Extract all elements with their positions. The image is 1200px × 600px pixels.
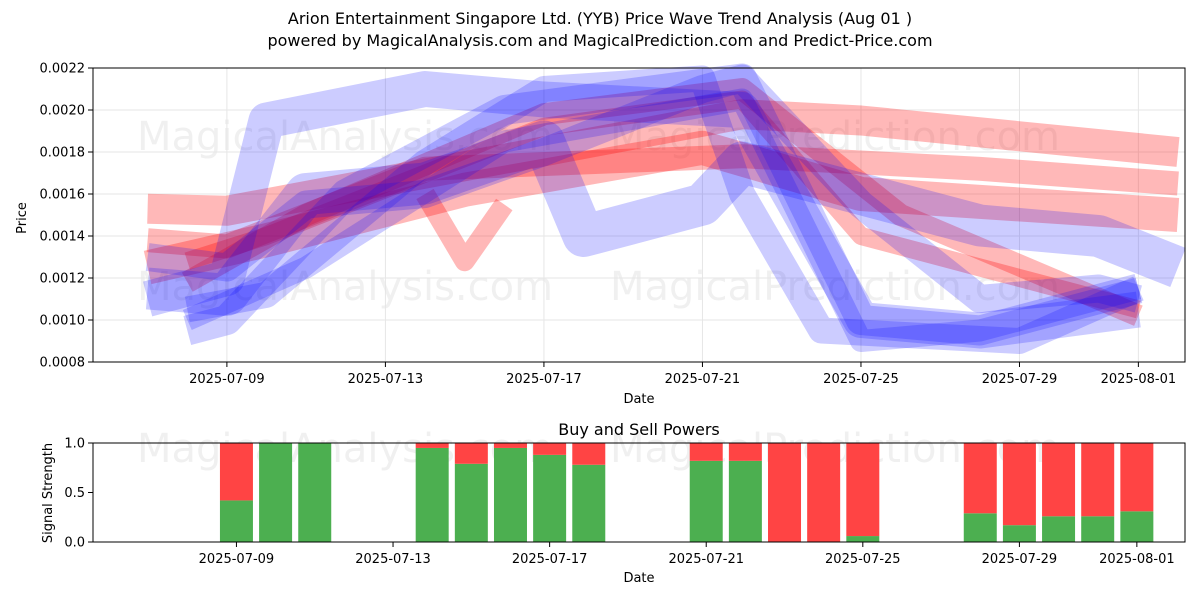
x-tick-label: 2025-08-01 bbox=[1099, 552, 1175, 567]
y-tick-label: 0.0010 bbox=[40, 314, 86, 329]
price-wave-band-blue bbox=[142, 71, 1141, 349]
x-tick-label: 2025-07-17 bbox=[512, 552, 588, 567]
y-tick-label: 0.0020 bbox=[40, 104, 86, 119]
price-wave-band-blue bbox=[145, 120, 1186, 316]
y-tick-label: 0.0014 bbox=[40, 230, 86, 245]
y-tick-label: 0.0012 bbox=[40, 272, 86, 287]
buy-power-bar bbox=[493, 447, 527, 542]
price-wave-band-red bbox=[146, 144, 1179, 259]
sell-power-bar bbox=[415, 443, 449, 448]
bottom-x-axis: 2025-07-09 2025-07-13 2025-07-17 2025-07-21… bbox=[199, 542, 1175, 567]
buy-power-bar bbox=[846, 536, 880, 542]
x-tick-label: 2025-07-21 bbox=[665, 372, 741, 387]
bottom-y-axis-label: Signal Strength bbox=[41, 443, 56, 543]
price-wave-band-red bbox=[416, 188, 513, 272]
buy-sell-bars bbox=[219, 443, 1154, 542]
sell-power-bar bbox=[1042, 443, 1076, 517]
buy-power-bar bbox=[963, 513, 997, 542]
sell-power-bar bbox=[768, 443, 802, 542]
y-tick-label: 0.0022 bbox=[40, 62, 86, 77]
sell-power-bar bbox=[1002, 443, 1036, 526]
price-wave-band-blue bbox=[182, 88, 1142, 352]
buy-power-bar bbox=[689, 460, 723, 542]
y-tick-label: 0.0016 bbox=[40, 188, 86, 203]
price-wave-band-blue bbox=[184, 65, 1144, 354]
watermark-text: MagicalAnalysis.com bbox=[137, 426, 553, 472]
sell-power-bar bbox=[689, 443, 723, 461]
bottom-x-axis-label: Date bbox=[623, 571, 654, 586]
top-x-axis-label: Date bbox=[623, 392, 654, 407]
x-tick-label: 2025-07-25 bbox=[823, 372, 899, 387]
price-wave-band-red bbox=[147, 99, 1180, 226]
buy-power-bar bbox=[259, 443, 293, 542]
price-wave-band-red bbox=[143, 130, 1180, 285]
y-tick-label: 1.0 bbox=[64, 437, 85, 452]
sell-power-bar bbox=[846, 443, 880, 537]
sell-power-bar bbox=[728, 443, 762, 461]
buy-power-bar bbox=[219, 500, 253, 542]
buy-power-bar bbox=[298, 443, 332, 542]
top-x-axis: 2025-07-09 2025-07-13 2025-07-17 2025-07-21… bbox=[189, 362, 1176, 387]
bottom-chart-title: Buy and Sell Powers bbox=[558, 420, 720, 439]
y-tick-label: 0.0 bbox=[64, 536, 85, 551]
chart-subtitle: powered by MagicalAnalysis.com and Magic… bbox=[267, 31, 933, 50]
buy-power-bar bbox=[1120, 511, 1154, 542]
sell-power-bar bbox=[454, 443, 488, 464]
buy-power-bar bbox=[728, 460, 762, 542]
watermark-text: MagicalPrediction.com bbox=[610, 264, 1060, 310]
price-wave-bands bbox=[142, 63, 1186, 354]
x-tick-label: 2025-07-09 bbox=[199, 552, 275, 567]
x-tick-label: 2025-07-09 bbox=[189, 372, 265, 387]
buy-power-bar bbox=[415, 447, 449, 542]
chart-title: Arion Entertainment Singapore Ltd. (YYB)… bbox=[287, 9, 913, 28]
y-tick-label: 0.5 bbox=[64, 486, 85, 501]
buy-power-bar bbox=[1002, 525, 1036, 542]
buy-power-bar bbox=[1081, 516, 1115, 542]
buy-power-bar bbox=[1042, 516, 1076, 542]
buy-power-bar bbox=[454, 463, 488, 542]
price-wave-band-blue bbox=[183, 63, 1143, 346]
watermark-text: MagicalAnalysis.com bbox=[137, 264, 553, 310]
x-tick-label: 2025-08-01 bbox=[1101, 372, 1177, 387]
x-tick-label: 2025-07-13 bbox=[355, 552, 431, 567]
sell-power-bar bbox=[219, 443, 253, 501]
x-tick-label: 2025-07-21 bbox=[668, 552, 744, 567]
x-tick-label: 2025-07-25 bbox=[825, 552, 901, 567]
sell-power-bar bbox=[572, 443, 606, 465]
buy-power-bar bbox=[572, 464, 606, 542]
sell-power-bar bbox=[807, 443, 841, 542]
price-wave-band-red bbox=[181, 78, 1143, 326]
y-tick-label: 0.0008 bbox=[40, 356, 86, 371]
x-tick-label: 2025-07-17 bbox=[506, 372, 582, 387]
price-wave-band-blue bbox=[145, 64, 1142, 313]
x-tick-label: 2025-07-29 bbox=[982, 372, 1058, 387]
sell-power-bar bbox=[963, 443, 997, 514]
bottom-y-axis: 0.0 0.5 1.0 bbox=[64, 437, 93, 551]
top-y-axis: 0.0008 0.0010 0.0012 0.0014 0.0016 0.0018 0.00… bbox=[40, 62, 93, 371]
sell-power-bar bbox=[1120, 443, 1154, 512]
sell-power-bar bbox=[1081, 443, 1115, 517]
top-y-axis-label: Price bbox=[15, 202, 30, 234]
sell-power-bar bbox=[493, 443, 527, 448]
sell-power-bar bbox=[533, 443, 567, 455]
top-plot-frame bbox=[92, 67, 1186, 363]
buy-power-bar bbox=[533, 454, 567, 542]
x-tick-label: 2025-07-29 bbox=[982, 552, 1058, 567]
y-tick-label: 0.0018 bbox=[40, 146, 86, 161]
price-wave-band-red bbox=[184, 90, 1141, 319]
x-tick-label: 2025-07-13 bbox=[348, 372, 424, 387]
